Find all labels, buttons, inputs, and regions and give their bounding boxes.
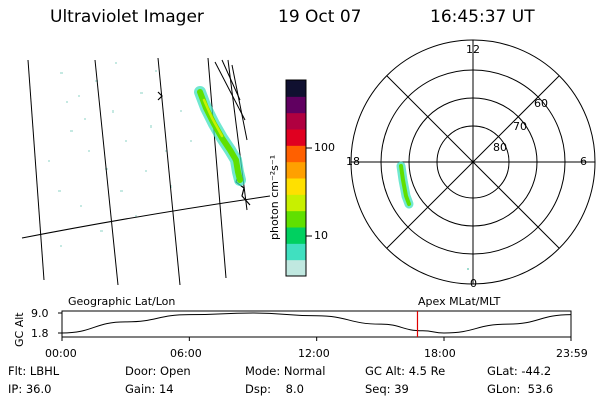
color-bar-segment <box>286 210 306 228</box>
mlt-label-0: 0 <box>470 277 477 290</box>
color-bar-segment <box>286 96 306 114</box>
colorbar-tick-10: 10 <box>314 229 328 242</box>
status-seq: Seq: 39 <box>365 382 409 396</box>
polar-aurora <box>396 161 469 270</box>
time-label: 16:45:37 UT <box>430 7 535 27</box>
timeline-axis-label: GC Alt <box>13 312 26 347</box>
mlat-label-70: 70 <box>513 120 527 133</box>
x-tick-label-2359: 23:59 <box>556 347 588 360</box>
color-bar-segment <box>286 112 306 130</box>
status-glat: GLat: -44.2 <box>487 364 552 378</box>
color-bar-segment <box>286 129 306 146</box>
x-tick-label-0600: 06:00 <box>170 347 202 360</box>
x-tick-label-0000: 00:00 <box>45 347 77 360</box>
mlt-label-12: 12 <box>466 43 480 56</box>
timeline-frame <box>58 310 572 338</box>
timeline-right-title: Apex MLat/MLT <box>418 295 501 308</box>
color-bar <box>285 79 307 277</box>
timeline-ytick-9: 9.0 <box>31 307 49 320</box>
status-glon: GLon: 53.6 <box>487 382 554 396</box>
color-bar-segment <box>286 80 306 97</box>
colorbar-unit-label: photon cm⁻²s⁻¹ <box>268 155 281 240</box>
timeline-ytick-1.8: 1.8 <box>31 327 49 340</box>
status-gain: Gain: 14 <box>125 382 174 396</box>
status-ip: IP: 36.0 <box>8 382 52 396</box>
geo-noise <box>48 62 192 247</box>
x-tick-label-1800: 18:00 <box>424 347 456 360</box>
status-gc-alt: GC Alt: 4.5 Re <box>365 364 446 378</box>
color-bar-segment <box>286 178 306 195</box>
color-bar-ticks <box>306 147 312 237</box>
status-door: Door: Open <box>125 364 191 378</box>
status-filter: Flt: LBHL <box>8 364 60 378</box>
color-bar-segment <box>286 194 306 212</box>
mlt-label-6: 6 <box>580 155 587 168</box>
color-bar-outline <box>285 79 307 277</box>
status-dsp: Dsp: 8.0 <box>245 382 304 396</box>
mlat-label-60: 60 <box>534 97 548 110</box>
x-tick-label-1200: 12:00 <box>298 347 330 360</box>
instrument-title: Ultraviolet Imager <box>50 7 204 27</box>
color-bar-segment <box>286 259 306 277</box>
status-mode: Mode: Normal <box>245 364 326 378</box>
color-bar-segment <box>286 161 306 179</box>
timeline-x-ticks <box>61 337 572 341</box>
color-bar-segment <box>286 227 306 244</box>
polar-dial <box>350 39 596 285</box>
geo-graticule <box>21 57 271 286</box>
color-bar-segment <box>286 145 306 163</box>
color-bar-segment <box>286 243 306 261</box>
mlat-label-80: 80 <box>493 141 507 154</box>
timeline-left-title: Geographic Lat/Lon <box>68 295 176 308</box>
mlt-label-18: 18 <box>346 155 360 168</box>
geo-aurora-arc <box>194 86 246 186</box>
altitude-line <box>61 312 572 334</box>
date-label: 19 Oct 07 <box>278 7 362 27</box>
colorbar-tick-100: 100 <box>314 141 335 154</box>
